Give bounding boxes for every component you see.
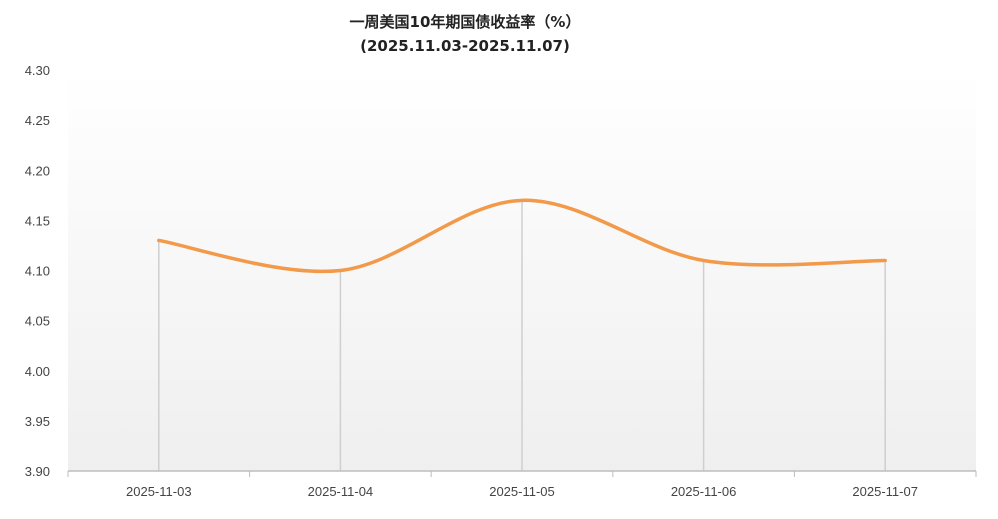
x-tick-label: 2025-11-06 [671,484,737,499]
y-tick-label: 4.00 [25,364,50,379]
series-line [157,198,887,274]
y-tick-label: 4.10 [25,264,50,279]
x-axis-ticks [67,471,977,477]
y-tick-label: 4.05 [25,314,50,329]
x-tick-label: 2025-11-05 [489,484,555,499]
y-tick-label: 3.90 [25,464,50,479]
drop-lines [158,200,886,471]
y-tick-label: 4.15 [25,213,50,228]
chart-subtitle: (2025.11.03-2025.11.07) [360,37,570,55]
x-tick-label: 2025-11-04 [308,484,374,499]
y-tick-label: 4.20 [25,163,50,178]
x-axis: 2025-11-03 2025-11-04 2025-11-05 2025-11-06… [126,484,918,499]
y-tick-label: 3.95 [25,414,50,429]
y-tick-label: 4.25 [25,113,50,128]
y-tick-label: 4.30 [25,63,50,78]
chart-title-block: 一周美国10年期国债收益率（%） (2025.11.03-2025.11.07) [0,10,930,58]
x-tick-label: 2025-11-07 [852,484,918,499]
chart-title: 一周美国10年期国债收益率（%） [349,13,581,31]
y-axis: 3.90 3.95 4.00 4.05 4.10 4.15 4.20 4.25 4.30 [25,63,50,479]
x-tick-label: 2025-11-03 [126,484,192,499]
